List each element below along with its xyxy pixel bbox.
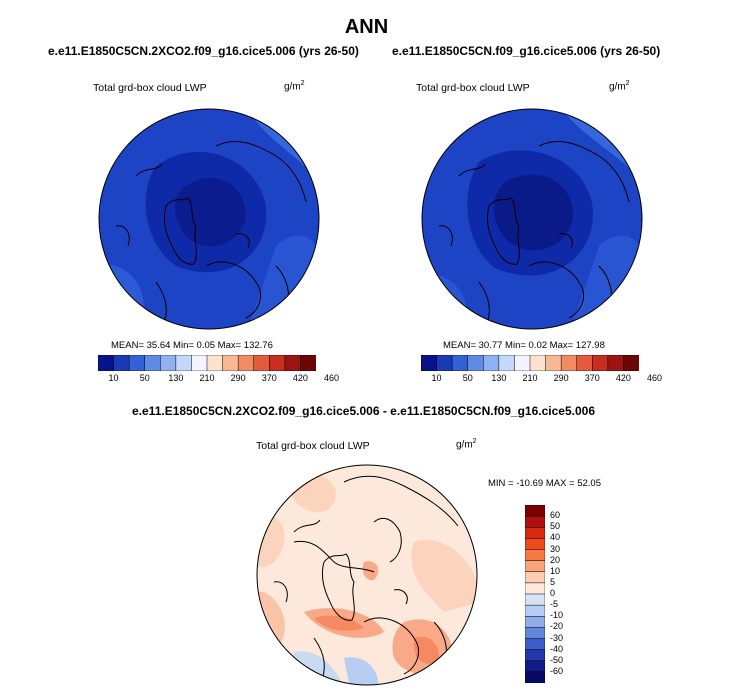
panel2-colorbar-swatch (451, 355, 469, 371)
diff-colorbar-label: -10 (550, 610, 564, 621)
panel2-polar-map (421, 108, 643, 330)
panel1-colorbar-swatch (222, 355, 239, 371)
diff-colorbar-swatch (525, 616, 545, 628)
panel1-field-label: Total grd-box cloud LWP (93, 82, 207, 94)
panel2-colorbar-swatch (592, 355, 609, 371)
diff-colorbar-label: 60 (550, 510, 561, 521)
diff-colorbar-swatch (525, 593, 545, 606)
panel1-colorbar-swatch (253, 355, 270, 371)
diff-colorbar-label: -20 (550, 621, 564, 632)
diff-units: g/m2 (456, 438, 477, 451)
diff-colorbar-swatch (525, 627, 545, 640)
panel1-case-title: e.e11.E1850C5CN.2XCO2.f09_g16.cice5.006 … (48, 44, 359, 58)
panel2-colorbar-label: 290 (553, 373, 569, 383)
diff-colorbar-label: -5 (550, 599, 559, 610)
panel1-colorbar (98, 355, 316, 371)
panel2-colorbar-swatch (421, 355, 438, 371)
diff-colorbar-swatch (525, 571, 545, 584)
panel1-colorbar-swatch (269, 355, 286, 371)
diff-colorbar-swatch (525, 604, 545, 617)
diff-colorbar-label: 40 (550, 532, 561, 543)
diff-colorbar-swatch (525, 505, 545, 517)
panel2-colorbar-label: 130 (491, 373, 507, 383)
panel1-colorbar-label: 50 (139, 373, 150, 383)
panel1-colorbar-swatch (300, 355, 316, 371)
panel1-colorbar-swatch (237, 355, 255, 371)
diff-colorbar-label: 20 (550, 554, 561, 565)
panel1-colorbar-swatch (175, 355, 192, 371)
panel1-colorbar-swatch (191, 355, 208, 371)
panel2-colorbar-swatch (467, 355, 484, 371)
panel2-stats: MEAN= 30.77 Min= 0.02 Max= 127.98 (443, 340, 605, 351)
diff-colorbar-swatch (525, 515, 545, 528)
panel1-colorbar-label: 210 (199, 373, 215, 383)
panel2-field-label: Total grd-box cloud LWP (416, 82, 530, 94)
panel1-stats: MEAN= 35.64 Min= 0.05 Max= 132.76 (111, 340, 273, 351)
panel1-colorbar-label: 370 (261, 373, 277, 383)
panel1-colorbar-label: 460 (324, 373, 340, 383)
diff-colorbar-labels: 60 50 40 30 20 10 5 0 -5 -10 -20 -30 -40 -50 -60 (550, 505, 590, 683)
panel1-colorbar-label: 10 (108, 373, 119, 383)
season-title: ANN (344, 16, 389, 38)
panel2-colorbar-label: 370 (584, 373, 600, 383)
panel2-colorbar-swatch (529, 355, 547, 371)
diff-colorbar-swatch (525, 538, 545, 551)
panel1-colorbar-labels: 10 50 130 210 290 370 420 460 (98, 373, 340, 385)
panel2-case-title: e.e11.E1850C5CN.f09_g16.cice5.006 (yrs 2… (392, 44, 661, 58)
diff-polar-map (256, 464, 478, 686)
panel1-polar-map (98, 108, 320, 330)
panel2-colorbar-swatch (623, 355, 639, 371)
diff-colorbar-swatch (525, 549, 545, 562)
panel1-colorbar-swatch (98, 355, 115, 371)
panel2-colorbar-swatch (514, 355, 531, 371)
diff-colorbar-swatch (525, 671, 545, 683)
panel1-units: g/m2 (284, 80, 305, 93)
panel1-colorbar-label: 130 (168, 373, 184, 383)
diff-minmax: MIN = -10.69 MAX = 52.05 (488, 478, 602, 489)
panel2-colorbar (421, 355, 639, 371)
panel1-colorbar-swatch (160, 355, 177, 371)
panel2-colorbar-swatch (560, 355, 578, 371)
diff-colorbar-swatch (525, 582, 545, 595)
panel1-colorbar-swatch (144, 355, 161, 371)
panel2-colorbar-swatch (576, 355, 593, 371)
panel2-colorbar-swatch (498, 355, 515, 371)
diff-colorbar-swatch (525, 638, 545, 651)
panel2-colorbar-swatch (483, 355, 500, 371)
diff-colorbar-label: 0 (550, 588, 556, 598)
panel2-colorbar-label: 420 (615, 373, 631, 383)
panel1-colorbar-swatch (113, 355, 130, 371)
panel1-colorbar-swatch (206, 355, 224, 371)
diff-colorbar-label: -30 (550, 632, 564, 643)
panel2-colorbar-swatch (436, 355, 453, 371)
panel2-colorbar-label: 50 (462, 373, 473, 383)
diff-colorbar-swatch (525, 527, 545, 539)
panel2-colorbar-label: 10 (431, 373, 442, 383)
diff-colorbar-swatch (525, 649, 545, 662)
panel2-colorbar-label: 460 (647, 373, 663, 383)
diff-colorbar-label: 5 (550, 576, 556, 587)
panel2-units: g/m2 (609, 80, 630, 93)
diff-field-label: Total grd-box cloud LWP (256, 440, 370, 452)
diff-colorbar (525, 505, 545, 683)
panel1-colorbar-label: 420 (292, 373, 308, 383)
panel1-colorbar-swatch (128, 355, 146, 371)
diff-title: e.e11.E1850C5CN.2XCO2.f09_g16.cice5.006 … (132, 404, 595, 418)
panel2-colorbar-swatch (607, 355, 624, 371)
panel2-colorbar-labels: 10 50 130 210 290 370 420 460 (421, 373, 663, 385)
diff-colorbar-label: 30 (550, 543, 561, 554)
diff-colorbar-label: -50 (550, 654, 564, 665)
diff-colorbar-label: 50 (550, 521, 561, 532)
diff-colorbar-swatch (525, 660, 545, 673)
diff-colorbar-swatch (525, 560, 545, 573)
panel2-colorbar-swatch (545, 355, 562, 371)
panel1-colorbar-swatch (284, 355, 301, 371)
diff-colorbar-label: 10 (550, 565, 561, 576)
panel2-colorbar-label: 210 (522, 373, 538, 383)
panel1-colorbar-label: 290 (230, 373, 246, 383)
diff-colorbar-label: -40 (550, 643, 564, 654)
diff-colorbar-label: -60 (550, 665, 564, 676)
